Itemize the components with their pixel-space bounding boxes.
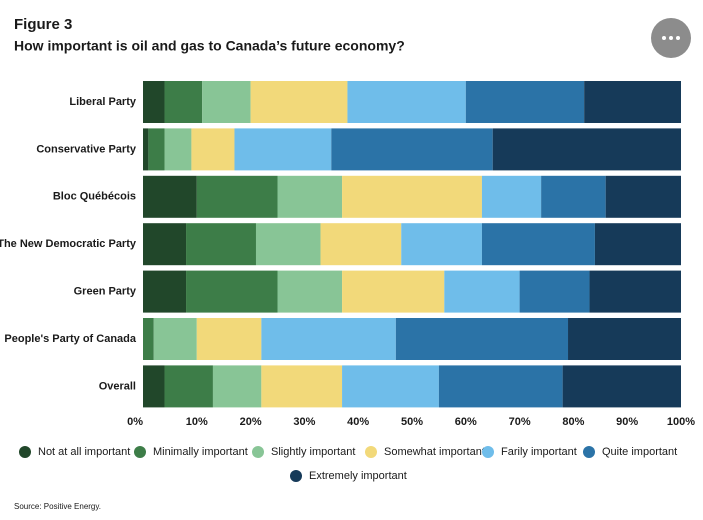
bar-segment (255, 223, 321, 266)
menu-button[interactable] (651, 18, 691, 58)
bar-segment (277, 270, 343, 313)
legend-label: Minimally important (153, 446, 248, 458)
chart-subtitle: How important is oil and gas to Canada’s… (14, 38, 405, 54)
legend-label: Slightly important (271, 446, 355, 458)
bar-segment (342, 365, 439, 408)
legend-swatch (482, 446, 494, 458)
bar-segment (143, 365, 165, 408)
bar-segment (143, 175, 197, 218)
x-tick-label: 40% (347, 416, 369, 428)
legend-swatch (19, 446, 31, 458)
x-tick-label: 100% (667, 416, 695, 428)
bar-segment (212, 365, 262, 408)
legend-label: Farily important (501, 446, 577, 458)
x-tick-label: 90% (616, 416, 638, 428)
bar-segment (444, 270, 520, 313)
bar-segment (589, 270, 681, 313)
bar-segment (568, 318, 681, 360)
bar-segment (331, 128, 493, 171)
bar-segment (584, 81, 681, 123)
bar-segment (196, 318, 262, 360)
bar-segment (465, 81, 585, 123)
x-tick-label: 30% (293, 416, 315, 428)
legend-label: Extremely important (309, 470, 407, 482)
bar-segment (277, 175, 343, 218)
bar-segment (342, 270, 445, 313)
category-label: People's Party of Canada (4, 333, 136, 345)
bar-segment (438, 365, 563, 408)
x-tick-label: 50% (401, 416, 423, 428)
bar-segment (143, 270, 187, 313)
bar-segment (186, 223, 256, 266)
category-label: Bloc Québécois (53, 191, 136, 203)
bar-segment (594, 223, 681, 266)
x-tick-label: 0% (127, 416, 143, 428)
bar-segment (541, 175, 606, 218)
bar-segment (202, 81, 251, 123)
bar-segment (605, 175, 681, 218)
legend-swatch (252, 446, 264, 458)
legend-swatch (290, 470, 302, 482)
legend-swatch (583, 446, 595, 458)
legend-label: Somewhat important (384, 446, 485, 458)
bar-segment (481, 223, 595, 266)
bar-segment (164, 128, 192, 171)
x-tick-label: 80% (562, 416, 584, 428)
bar-segment (261, 318, 396, 360)
bar-segment (320, 223, 402, 266)
bar-segment (148, 128, 165, 171)
source-note: Source: Positive Energy. (14, 502, 101, 511)
bar-segment (143, 223, 187, 266)
category-label: Liberal Party (69, 96, 137, 108)
bar-segment (562, 365, 681, 408)
category-label: Conservative Party (36, 143, 137, 155)
bar-segment (143, 318, 154, 360)
bar-segment (347, 81, 466, 123)
legend-label: Not at all important (38, 446, 130, 458)
bar-segment (342, 175, 482, 218)
bar-segment (186, 270, 278, 313)
bar-segment (250, 81, 348, 123)
bar-segment (395, 318, 569, 360)
bar-segment (234, 128, 332, 171)
bar-segment (492, 128, 681, 171)
legend-label: Quite important (602, 446, 677, 458)
x-tick-label: 70% (509, 416, 531, 428)
category-label: Overall (99, 380, 136, 392)
legend-swatch (134, 446, 146, 458)
bar-segment (153, 318, 197, 360)
x-tick-label: 60% (455, 416, 477, 428)
category-label: The New Democratic Party (0, 238, 137, 250)
x-tick-label: 20% (240, 416, 262, 428)
bar-segment (519, 270, 590, 313)
chart-title: Figure 3 (14, 16, 72, 33)
bar-segment (164, 81, 203, 123)
bar-segment (191, 128, 235, 171)
x-tick-label: 10% (186, 416, 208, 428)
legend-swatch (365, 446, 377, 458)
category-label: Green Party (74, 286, 137, 298)
bar-segment (481, 175, 542, 218)
bar-segment (261, 365, 343, 408)
bar-segment (164, 365, 213, 408)
bar-segment (143, 81, 165, 123)
bar-segment (196, 175, 278, 218)
bar-segment (401, 223, 482, 266)
bar-segment (143, 128, 149, 171)
